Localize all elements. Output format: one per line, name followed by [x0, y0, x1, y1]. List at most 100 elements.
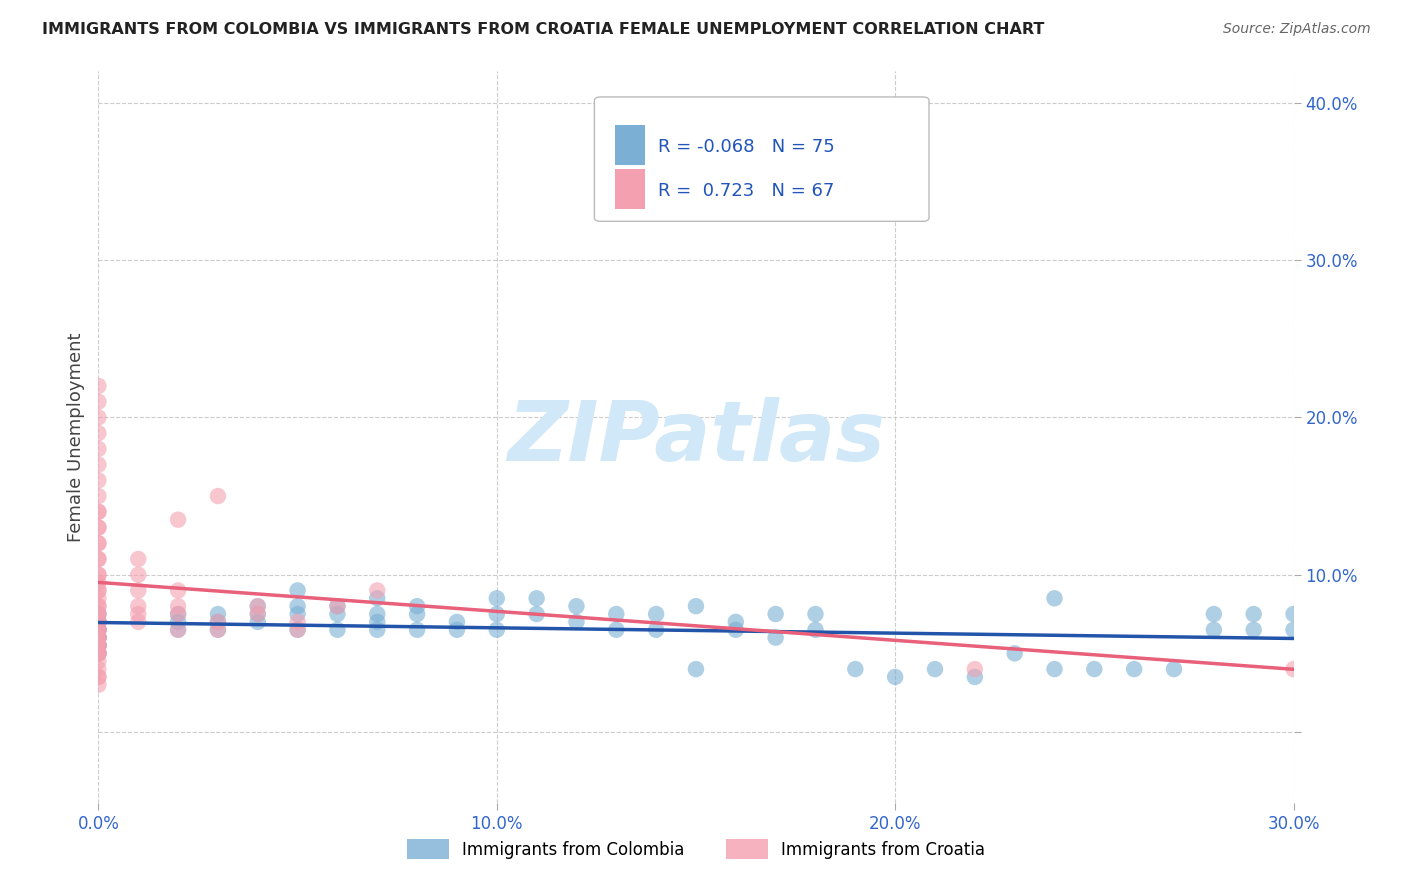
Point: [207, 615, 229, 629]
Point: [485, 591, 508, 606]
Point: [127, 599, 149, 614]
Point: [87, 607, 110, 621]
Point: [526, 607, 548, 621]
Point: [87, 607, 110, 621]
Point: [127, 552, 149, 566]
Point: [366, 583, 388, 598]
Point: [446, 623, 468, 637]
Text: IMMIGRANTS FROM COLOMBIA VS IMMIGRANTS FROM CROATIA FEMALE UNEMPLOYMENT CORRELAT: IMMIGRANTS FROM COLOMBIA VS IMMIGRANTS F…: [42, 22, 1045, 37]
Point: [167, 599, 190, 614]
Point: [366, 591, 388, 606]
Point: [87, 536, 110, 550]
Point: [1282, 607, 1305, 621]
Point: [406, 607, 429, 621]
Point: [127, 607, 149, 621]
Point: [963, 670, 986, 684]
Point: [167, 615, 190, 629]
Point: [87, 639, 110, 653]
Point: [87, 639, 110, 653]
Point: [87, 623, 110, 637]
Point: [87, 646, 110, 660]
Point: [87, 552, 110, 566]
Point: [127, 615, 149, 629]
Point: [167, 607, 190, 621]
Point: [87, 575, 110, 590]
Point: [287, 615, 309, 629]
Point: [87, 670, 110, 684]
Point: [1282, 662, 1305, 676]
Point: [565, 599, 588, 614]
Point: [87, 670, 110, 684]
Point: [1123, 662, 1146, 676]
Point: [246, 599, 269, 614]
Point: [246, 607, 269, 621]
Point: [605, 607, 627, 621]
Point: [485, 623, 508, 637]
Point: [287, 623, 309, 637]
Point: [1004, 646, 1026, 660]
Point: [87, 520, 110, 534]
Point: [87, 379, 110, 393]
Point: [87, 583, 110, 598]
Point: [87, 646, 110, 660]
Point: [526, 591, 548, 606]
Point: [87, 552, 110, 566]
Point: [844, 662, 866, 676]
Point: [87, 567, 110, 582]
Point: [87, 567, 110, 582]
Point: [207, 623, 229, 637]
Point: [87, 631, 110, 645]
Y-axis label: Female Unemployment: Female Unemployment: [66, 333, 84, 541]
Point: [127, 583, 149, 598]
Point: [246, 599, 269, 614]
Point: [1202, 623, 1225, 637]
Point: [87, 599, 110, 614]
Text: R = -0.068   N = 75: R = -0.068 N = 75: [658, 137, 835, 156]
Point: [87, 623, 110, 637]
Point: [87, 615, 110, 629]
Point: [87, 536, 110, 550]
Text: Source: ZipAtlas.com: Source: ZipAtlas.com: [1223, 22, 1371, 37]
Point: [87, 473, 110, 487]
Point: [87, 678, 110, 692]
Point: [804, 623, 827, 637]
Point: [87, 662, 110, 676]
Point: [287, 599, 309, 614]
Point: [87, 646, 110, 660]
Point: [207, 615, 229, 629]
Point: [1282, 623, 1305, 637]
Point: [326, 599, 349, 614]
Point: [685, 662, 707, 676]
Point: [87, 607, 110, 621]
Point: [765, 607, 787, 621]
Point: [87, 631, 110, 645]
Point: [963, 662, 986, 676]
FancyBboxPatch shape: [595, 97, 929, 221]
Point: [87, 615, 110, 629]
Point: [167, 583, 190, 598]
Point: [1202, 607, 1225, 621]
Point: [406, 599, 429, 614]
Point: [87, 623, 110, 637]
Point: [87, 615, 110, 629]
Point: [87, 639, 110, 653]
Point: [87, 631, 110, 645]
Point: [87, 505, 110, 519]
Point: [246, 615, 269, 629]
Point: [87, 520, 110, 534]
Point: [605, 623, 627, 637]
Point: [1163, 662, 1185, 676]
Point: [87, 583, 110, 598]
Point: [446, 615, 468, 629]
Point: [87, 639, 110, 653]
Legend: Immigrants from Colombia, Immigrants from Croatia: Immigrants from Colombia, Immigrants fro…: [399, 830, 993, 868]
Point: [87, 646, 110, 660]
Point: [207, 607, 229, 621]
Point: [1243, 607, 1265, 621]
Point: [87, 458, 110, 472]
Point: [804, 607, 827, 621]
Point: [87, 623, 110, 637]
Point: [1043, 662, 1066, 676]
Point: [326, 607, 349, 621]
Point: [87, 623, 110, 637]
